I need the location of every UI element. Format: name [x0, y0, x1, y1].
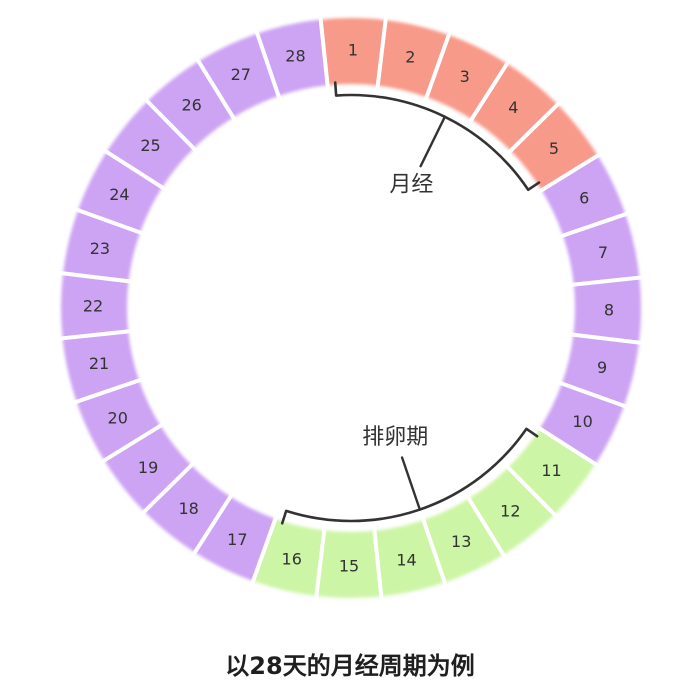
cycle-ring [60, 18, 641, 598]
segment-divider [371, 524, 384, 603]
day-label-10: 10 [572, 412, 592, 431]
day-label-25: 25 [140, 136, 160, 155]
segment-divider [556, 210, 632, 240]
day-label-13: 13 [451, 532, 471, 551]
day-label-5: 5 [549, 139, 559, 158]
segment-divider [502, 461, 561, 521]
day-segment-24 [77, 151, 163, 233]
segment-divider [504, 98, 564, 157]
segment-divider [100, 146, 169, 193]
day-segment-3 [426, 34, 508, 120]
segment-divider [253, 27, 283, 103]
segment-divider [567, 275, 646, 288]
day-label-21: 21 [89, 354, 109, 373]
day-segment-23 [63, 210, 141, 282]
phase-label-menstruation: 月经 [389, 173, 433, 198]
day-label-3: 3 [460, 67, 470, 86]
segment-divider [138, 459, 198, 518]
day-label-6: 6 [579, 188, 589, 207]
day-label-12: 12 [500, 501, 520, 520]
day-segment-22 [60, 273, 129, 339]
day-label-9: 9 [597, 358, 607, 377]
day-segment-7 [562, 214, 640, 285]
day-label-7: 7 [598, 243, 608, 262]
day-segment-15 [316, 530, 382, 598]
day-segment-27 [198, 33, 279, 118]
phase-pointer-menstruation [419, 115, 447, 168]
day-label-11: 11 [541, 461, 561, 480]
day-label-8: 8 [604, 300, 614, 319]
segment-divider [535, 150, 604, 196]
day-label-23: 23 [90, 239, 110, 258]
phase-pointer-ovulation [400, 456, 422, 511]
segment-divider [318, 13, 331, 92]
segment-divider [71, 206, 147, 237]
day-label-28: 28 [285, 47, 305, 66]
day-label-14: 14 [396, 550, 416, 569]
day-label-19: 19 [138, 458, 158, 477]
segment-divider [313, 524, 327, 603]
segment-divider [249, 512, 280, 588]
segment-divider [70, 376, 146, 406]
day-label-15: 15 [339, 556, 359, 575]
day-label-17: 17 [227, 530, 247, 549]
segment-divider [98, 420, 167, 466]
day-label-22: 22 [83, 297, 103, 316]
segment-divider [189, 490, 236, 559]
segment-divider [463, 492, 509, 561]
day-segment-10 [539, 383, 625, 465]
caption: 以28天的月经周期为例 [225, 652, 475, 680]
day-segment-25 [106, 101, 194, 188]
day-label-24: 24 [109, 185, 129, 204]
segment-divider [555, 379, 631, 410]
day-label-4: 4 [508, 98, 518, 117]
day-labels: 1 234567891011121314151617181920212223242… [83, 41, 614, 576]
day-segment-28 [257, 19, 328, 97]
segment-divider [567, 332, 646, 346]
day-segment-16 [253, 518, 325, 596]
day-segment-13 [423, 498, 504, 583]
day-segment-14 [374, 519, 445, 597]
day-segment-21 [62, 331, 140, 402]
segment-divider [533, 423, 602, 470]
phase-label-ovulation: 排卵期 [362, 425, 428, 450]
day-label-18: 18 [178, 499, 198, 518]
day-segment-11 [508, 428, 596, 515]
segment-divider [56, 328, 135, 341]
segment-divider [141, 95, 200, 155]
segment-dividers [56, 13, 646, 603]
day-segment-2 [377, 20, 449, 98]
day-segment-9 [561, 334, 639, 406]
day-segment-20 [76, 380, 161, 461]
day-segment-6 [541, 155, 626, 236]
segment-divider [375, 13, 389, 92]
day-segment-8 [573, 277, 641, 343]
day-label-26: 26 [181, 96, 201, 115]
day-segment-1 [320, 18, 386, 86]
day-segment-4 [471, 63, 558, 151]
day-label-16: 16 [282, 550, 302, 569]
day-label-27: 27 [231, 65, 251, 84]
day-segment-17 [194, 496, 276, 582]
day-segment-18 [144, 465, 231, 553]
segment-divider [466, 57, 513, 126]
segment-divider [56, 270, 135, 284]
day-label-1: 1 [348, 41, 358, 60]
segment-divider [422, 28, 453, 104]
segment-divider [419, 513, 449, 589]
day-label-2: 2 [405, 47, 415, 66]
day-label-20: 20 [108, 409, 128, 428]
segment-divider [193, 55, 239, 124]
